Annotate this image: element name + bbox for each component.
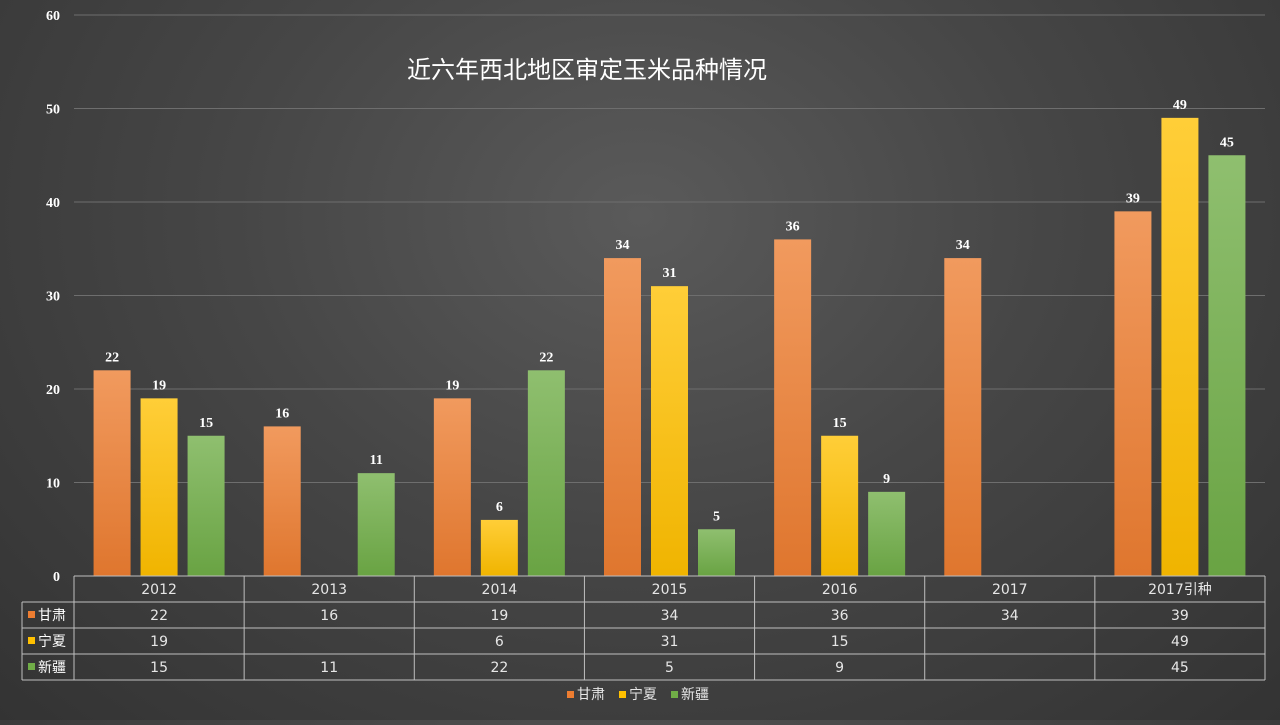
table-series-name: 甘肃 — [38, 608, 66, 624]
table-value: 6 — [495, 634, 504, 650]
y-tick-label: 0 — [53, 570, 60, 585]
data-label: 34 — [956, 238, 970, 253]
table-value: 45 — [1171, 660, 1189, 676]
data-label: 34 — [616, 238, 630, 253]
bar — [1208, 155, 1246, 576]
data-label: 9 — [883, 472, 890, 487]
data-label: 16 — [275, 406, 289, 421]
y-tick-label: 10 — [46, 477, 60, 492]
table-category-label: 2013 — [311, 582, 347, 598]
data-labels: 22 19 15 16 11 19 6 22 34 31 5 36 15 9 34 39 49 45 — [105, 98, 1234, 524]
legend-label: 甘肃 — [577, 687, 605, 703]
data-label: 22 — [539, 350, 553, 365]
table-value: 22 — [490, 660, 508, 676]
legend-key — [671, 691, 678, 698]
y-tick-label: 30 — [46, 290, 60, 305]
table-category-label: 2014 — [482, 582, 518, 598]
y-tick-label: 60 — [46, 9, 60, 24]
table-legend-key — [28, 663, 35, 670]
bar — [868, 491, 906, 576]
bar — [187, 435, 225, 576]
data-label: 5 — [713, 509, 720, 524]
table-category-label: 2017 — [992, 582, 1028, 598]
table-value: 15 — [831, 634, 849, 650]
table-category-label: 2017引种 — [1148, 582, 1212, 598]
table-value: 39 — [1171, 608, 1189, 624]
data-label: 15 — [199, 416, 213, 431]
y-axis-ticks: 0 10 20 30 40 50 60 — [46, 9, 60, 585]
chart-title: 近六年西北地区审定玉米品种情况 — [407, 56, 767, 84]
bar — [480, 519, 518, 576]
bar — [357, 473, 395, 576]
legend-label: 宁夏 — [629, 686, 657, 703]
bar — [944, 258, 982, 576]
data-label: 6 — [496, 500, 503, 515]
data-label: 49 — [1173, 98, 1187, 113]
table-value: 11 — [320, 660, 338, 676]
y-tick-label: 20 — [46, 383, 60, 398]
data-label: 22 — [105, 350, 119, 365]
table-value: 36 — [831, 608, 849, 624]
table-value: 49 — [1171, 634, 1189, 650]
table-value: 9 — [835, 660, 844, 676]
table-value: 22 — [150, 608, 168, 624]
bar — [527, 370, 565, 576]
data-label: 36 — [786, 219, 800, 234]
data-label: 11 — [370, 453, 383, 468]
bar — [821, 435, 859, 576]
bar — [433, 398, 471, 576]
table-value: 34 — [1001, 608, 1019, 624]
legend-key — [567, 691, 574, 698]
data-label: 15 — [833, 416, 847, 431]
data-label: 19 — [445, 378, 459, 393]
y-tick-label: 40 — [46, 196, 60, 211]
data-label: 39 — [1126, 191, 1140, 206]
bar — [1161, 117, 1199, 576]
table-value: 16 — [320, 608, 338, 624]
table-series-name: 宁夏 — [38, 633, 66, 650]
table-value: 31 — [661, 634, 679, 650]
table-category-label: 2016 — [822, 582, 858, 598]
data-label: 19 — [152, 378, 166, 393]
table-value: 19 — [490, 608, 508, 624]
bar — [774, 239, 812, 576]
table-series-name: 新疆 — [38, 660, 66, 676]
table-value: 34 — [661, 608, 679, 624]
bar — [1114, 211, 1152, 576]
bar — [651, 286, 688, 576]
bar — [140, 398, 178, 576]
table-value: 5 — [665, 660, 674, 676]
bar — [604, 258, 641, 576]
bars — [93, 117, 1246, 576]
data-label: 45 — [1220, 135, 1234, 150]
y-tick-label: 50 — [46, 103, 60, 118]
table-legend-key — [28, 637, 35, 644]
legend: 甘肃 宁夏 新疆 — [567, 686, 709, 703]
bar — [93, 370, 131, 576]
bar — [698, 529, 735, 576]
table-category-label: 2012 — [141, 582, 177, 598]
table-legend-key — [28, 611, 35, 618]
legend-label: 新疆 — [681, 687, 709, 703]
data-label: 31 — [663, 266, 677, 281]
table-value: 19 — [150, 634, 168, 650]
bar — [263, 426, 301, 576]
table-category-label: 2015 — [652, 582, 688, 598]
legend-key — [619, 691, 626, 698]
table-value: 15 — [150, 660, 168, 676]
